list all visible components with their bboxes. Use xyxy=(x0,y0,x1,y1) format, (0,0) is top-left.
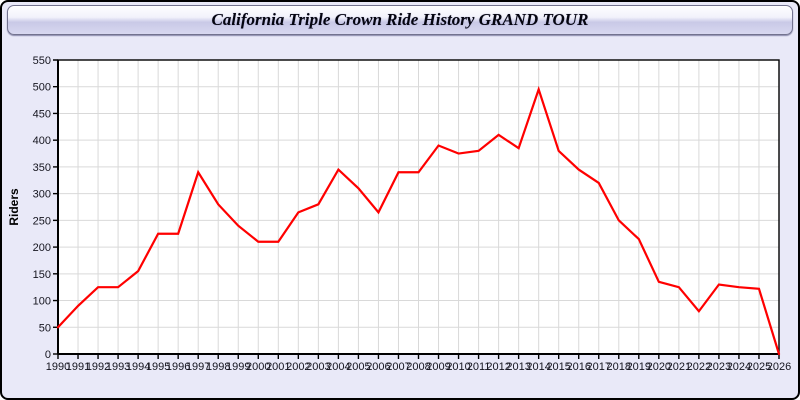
y-tick-label: 500 xyxy=(33,82,51,94)
x-tick-label: 1997 xyxy=(186,361,210,373)
y-tick-label: 550 xyxy=(33,55,51,67)
page-title: California Triple Crown Ride History GRA… xyxy=(211,10,589,29)
x-tick-label: 1992 xyxy=(86,361,110,373)
x-tick-label: 2023 xyxy=(707,361,731,373)
x-tick-label: 2001 xyxy=(266,361,290,373)
riders-series-line xyxy=(56,85,781,356)
x-tick-label: 1993 xyxy=(106,361,130,373)
x-tick-label: 2005 xyxy=(346,361,370,373)
x-tick-label: 2019 xyxy=(627,361,651,373)
x-tick-label: 2003 xyxy=(306,361,330,373)
x-tick-label: 2000 xyxy=(246,361,270,373)
x-tick-label: 2025 xyxy=(747,361,771,373)
x-tick-label: 2008 xyxy=(406,361,430,373)
x-tick-label: 2013 xyxy=(506,361,530,373)
x-tick-label: 2022 xyxy=(687,361,711,373)
y-tick-label: 250 xyxy=(33,215,51,227)
y-tick-label: 300 xyxy=(33,189,51,201)
x-tick-label: 2011 xyxy=(467,361,491,373)
y-tick-label: 50 xyxy=(39,322,51,334)
y-tick-label: 0 xyxy=(45,349,51,361)
x-tick-label: 2020 xyxy=(647,361,671,373)
x-tick-label: 2021 xyxy=(667,361,691,373)
y-tick-label: 350 xyxy=(33,162,51,174)
x-tick-label: 1991 xyxy=(66,361,90,373)
ride-history-line-chart: 0501001502002503003504004505005501990199… xyxy=(7,55,791,373)
y-tick-label: 200 xyxy=(33,242,51,254)
y-axis-title: Riders xyxy=(7,188,21,226)
x-tick-label: 2006 xyxy=(366,361,390,373)
x-tick-label: 2014 xyxy=(526,361,550,373)
x-tick-label: 2010 xyxy=(446,361,470,373)
chart-area: 0 50 100 150 200 250 300 350 400 450 500 550 1990 199… xyxy=(2,42,798,398)
x-tick-label: 2004 xyxy=(326,361,350,373)
x-tick-label: 2015 xyxy=(546,361,570,373)
x-tick-label: 2009 xyxy=(426,361,450,373)
x-tick-label: 1995 xyxy=(146,361,170,373)
y-tick-label: 100 xyxy=(33,296,51,308)
x-tick-label: 1996 xyxy=(166,361,190,373)
x-tick-label: 2002 xyxy=(286,361,310,373)
x-tick-label: 2018 xyxy=(607,361,631,373)
x-tick-label: 2024 xyxy=(727,361,751,373)
x-tick-label: 2016 xyxy=(566,361,590,373)
y-tick-label: 400 xyxy=(33,135,51,147)
x-tick-label: 2007 xyxy=(386,361,410,373)
x-tick-label: 2012 xyxy=(486,361,510,373)
title-bar: California Triple Crown Ride History GRA… xyxy=(7,5,793,35)
x-tick-label: 1994 xyxy=(126,361,150,373)
y-tick-label: 450 xyxy=(33,108,51,120)
x-tick-label: 1998 xyxy=(206,361,230,373)
x-tick-label: 2026 xyxy=(767,361,791,373)
x-tick-label: 1990 xyxy=(46,361,70,373)
y-tick-label: 150 xyxy=(33,269,51,281)
x-tick-label: 1999 xyxy=(226,361,250,373)
x-tick-label: 2017 xyxy=(587,361,611,373)
